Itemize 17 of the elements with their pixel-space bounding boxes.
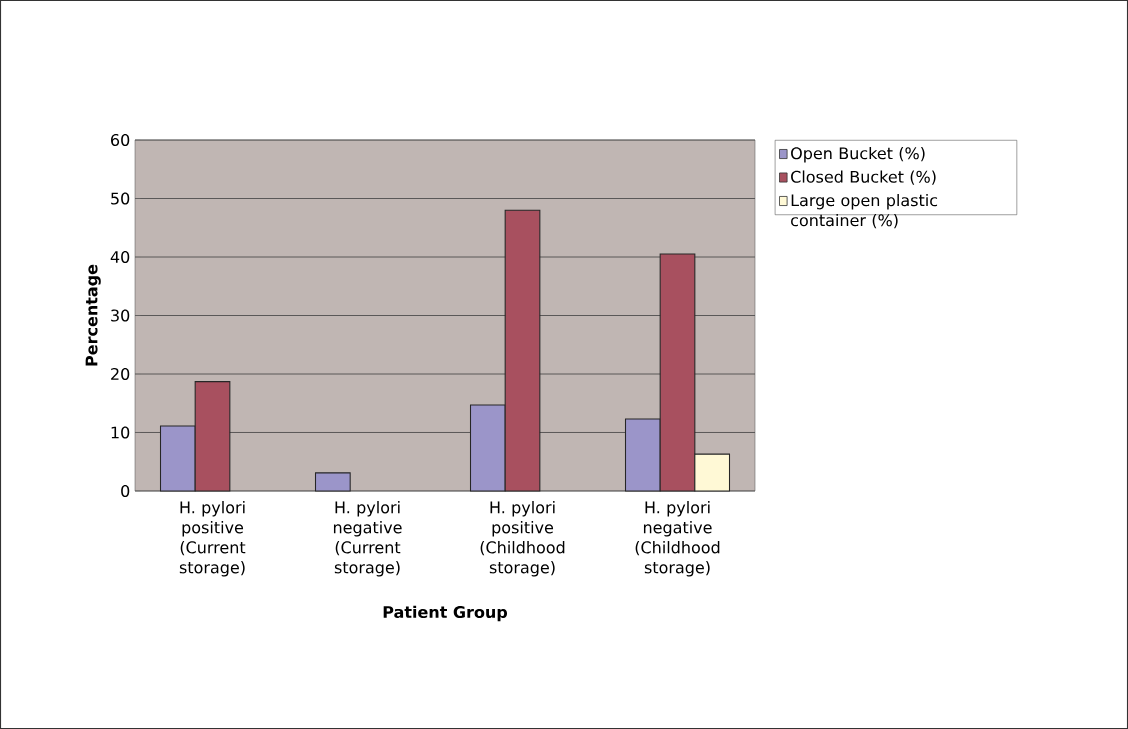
legend-label: Large open plastic container (%)	[791, 193, 938, 229]
x-tick-label: H. pylori positive (Childhood storage)	[480, 501, 565, 577]
y-tick-label: 20	[111, 367, 130, 381]
y-tick-label: 0	[121, 484, 130, 498]
legend-label: Closed Bucket (%)	[791, 170, 936, 185]
y-axis-title: Percentage	[85, 264, 101, 366]
x-tick-label: H. pylori negative (Childhood storage)	[635, 501, 720, 577]
bar	[314, 472, 351, 492]
legend-label: Open Bucket (%)	[791, 146, 925, 163]
y-tick-label: 50	[111, 192, 130, 205]
x-tick-label: H. pylori negative (Current storage)	[333, 501, 402, 577]
x-axis-title: Patient Group	[383, 605, 508, 622]
x-tick-label: H. pylori positive (Current storage)	[179, 501, 246, 577]
y-tick-label: 30	[111, 309, 130, 322]
y-tick-label: 40	[110, 250, 130, 264]
y-tick-label: 60	[111, 133, 130, 147]
y-tick-label: 10	[111, 426, 130, 439]
